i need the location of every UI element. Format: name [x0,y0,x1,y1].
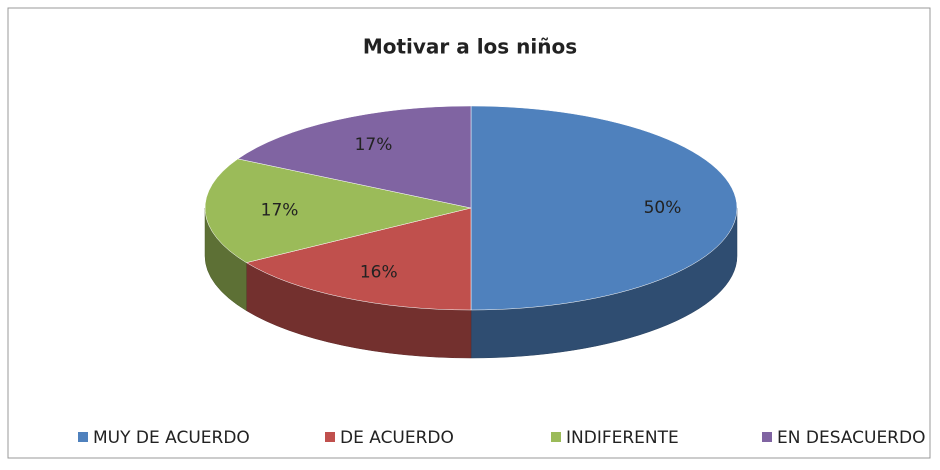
data-label: 16% [360,262,398,282]
legend-label: DE ACUERDO [340,428,454,448]
legend-swatch [762,432,772,442]
legend-label: INDIFERENTE [566,428,679,448]
slice [204,158,472,263]
data-label: 50% [644,198,682,218]
chart-title: Motivar a los niños [363,35,577,59]
legend-swatch [325,432,335,442]
legend-swatch [78,432,88,442]
slice [237,105,472,209]
slice [470,105,738,311]
legend-label: MUY DE ACUERDO [93,428,250,448]
legend-swatch [551,432,561,442]
data-label: 17% [261,200,299,220]
data-label: 17% [355,135,393,155]
legend-label: EN DESACUERDO [777,428,925,448]
slice [245,207,472,311]
